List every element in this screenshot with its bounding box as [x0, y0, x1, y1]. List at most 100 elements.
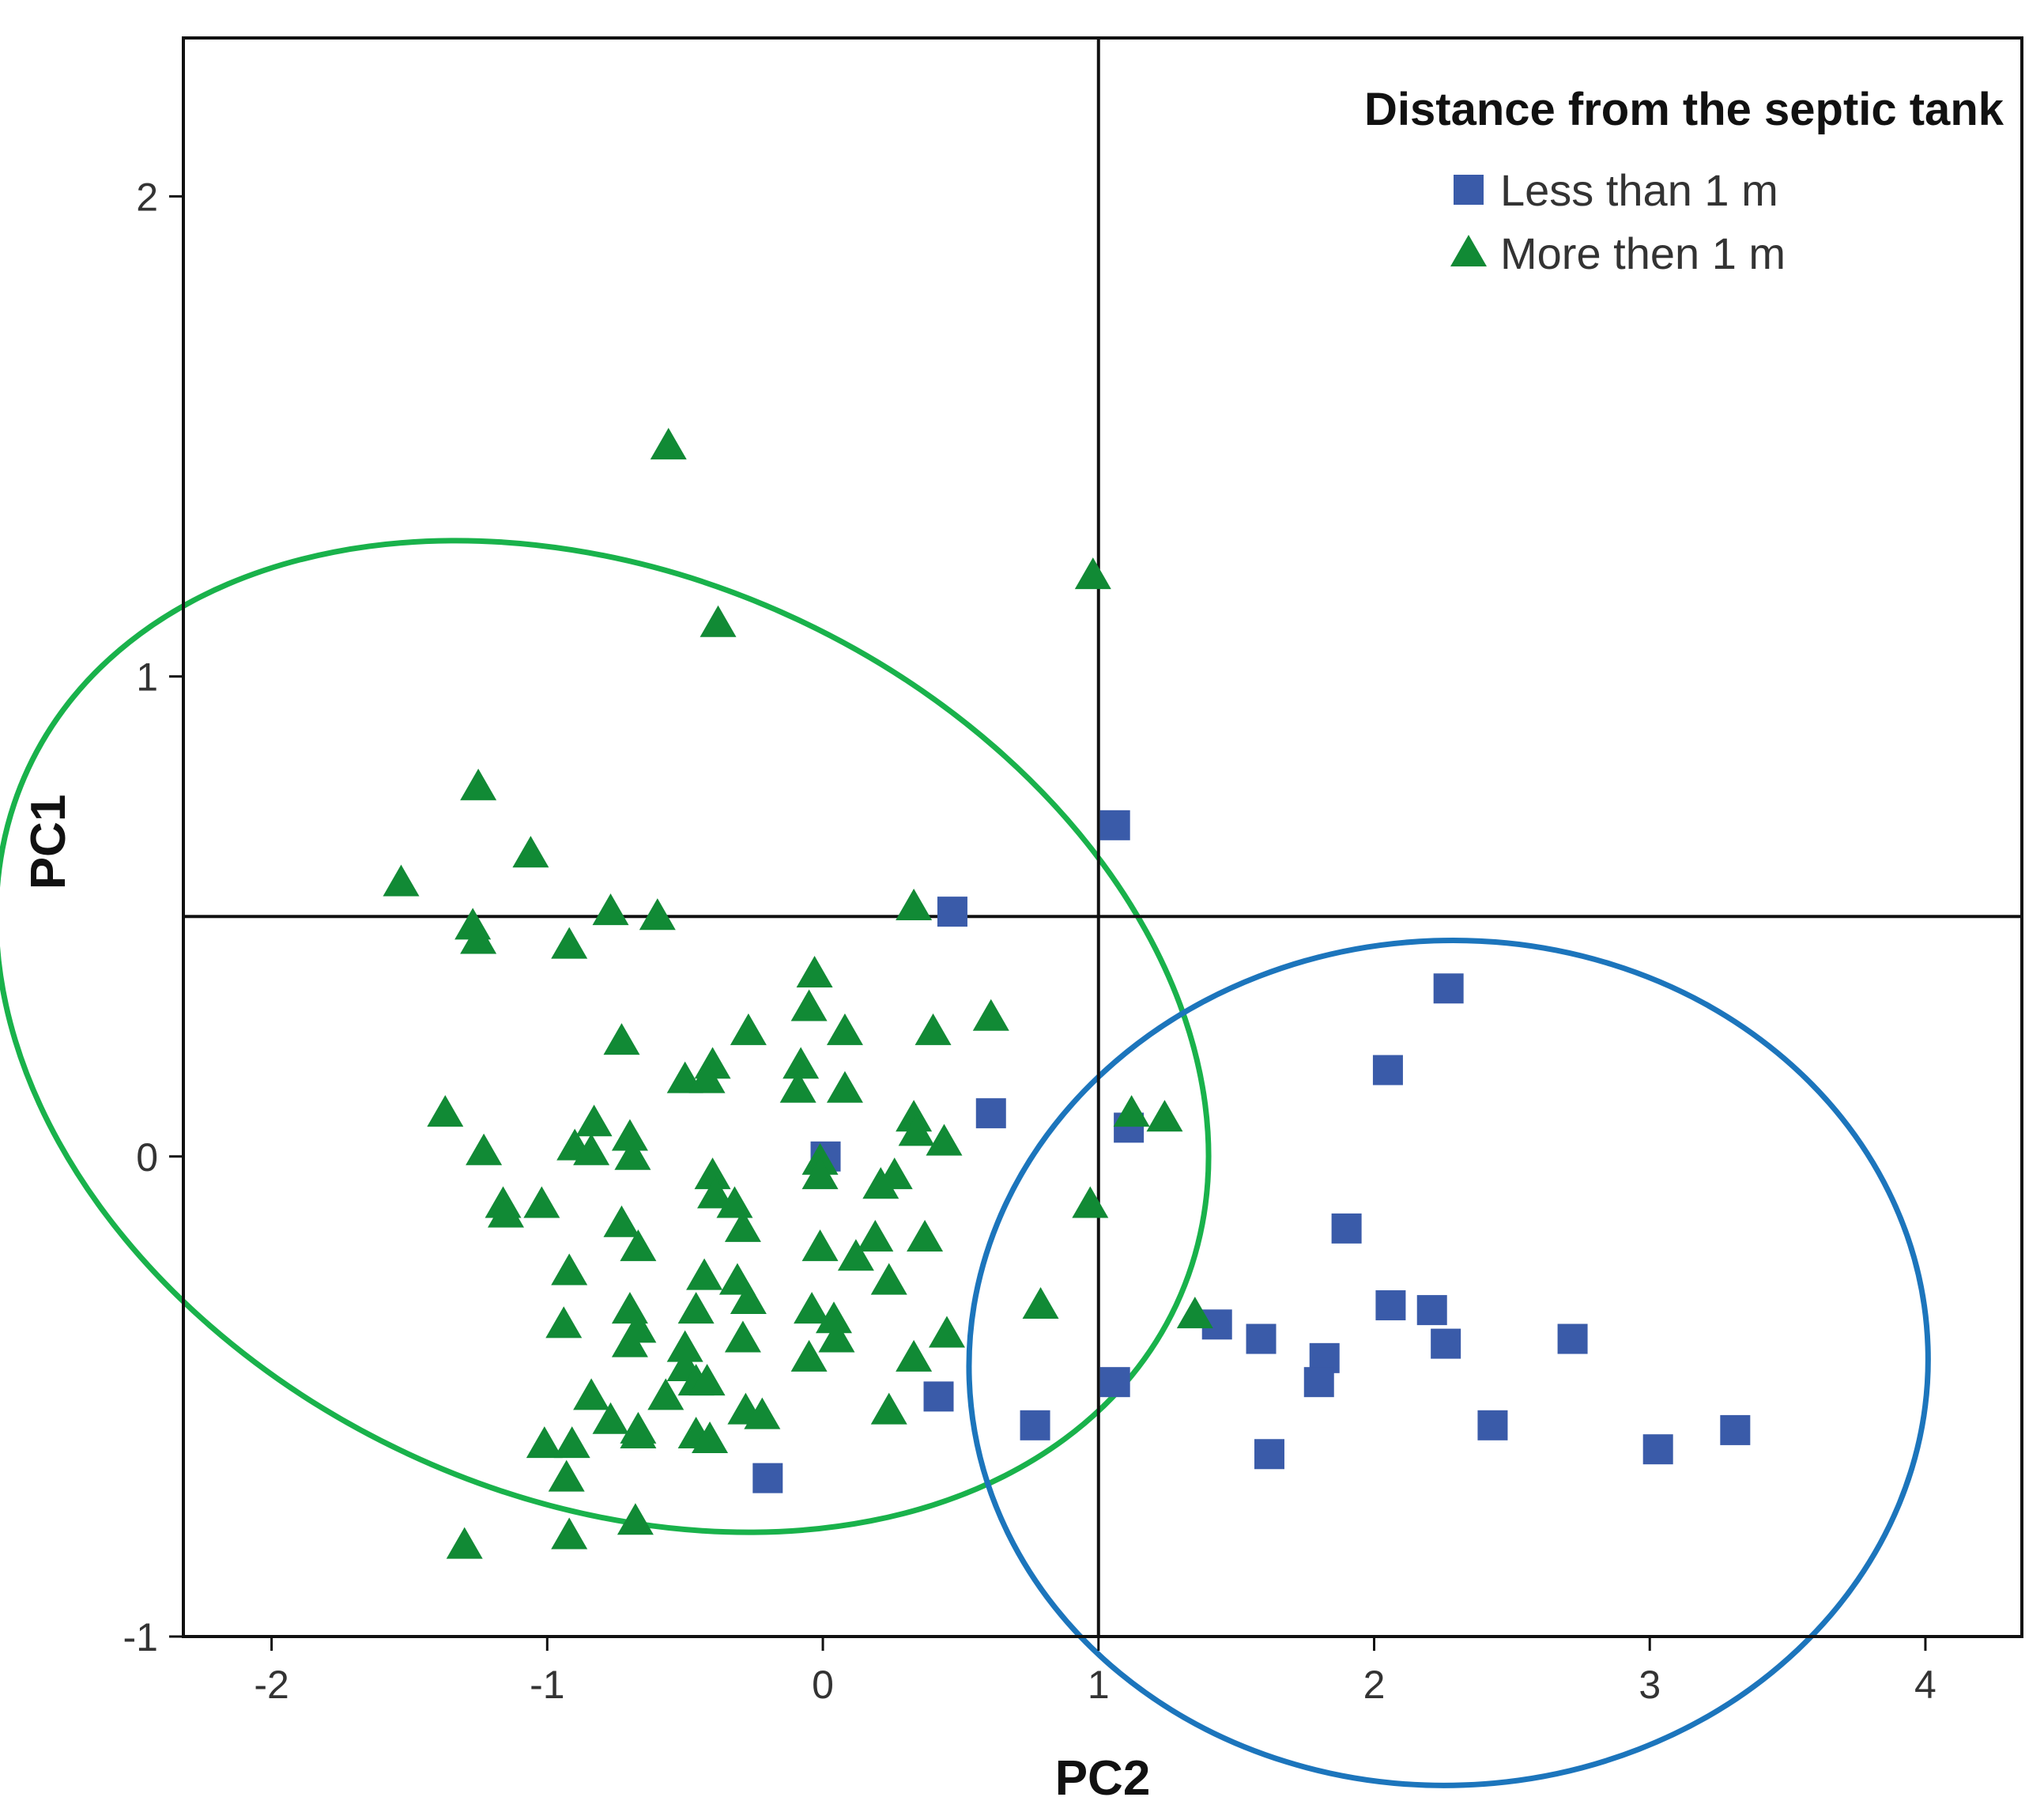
data-point-triangle [815, 1301, 852, 1334]
data-point-square [923, 1381, 954, 1412]
data-point-triangle [724, 1210, 761, 1242]
x-tick-label: 4 [1914, 1663, 1937, 1707]
data-point-triangle [915, 1013, 952, 1045]
data-point-triangle [688, 1364, 726, 1396]
data-point-square [1254, 1439, 1284, 1470]
legend-square-icon [1454, 175, 1484, 205]
y-tick-label: 1 [136, 655, 158, 700]
data-point-triangle [639, 898, 676, 931]
data-point-triangle [926, 1123, 963, 1156]
data-point-square [1372, 1055, 1403, 1085]
data-point-triangle [603, 1023, 640, 1055]
data-point-triangle [551, 927, 588, 959]
data-point-triangle [1022, 1287, 1059, 1320]
data-point-triangle [575, 1104, 613, 1137]
data-point-triangle [1176, 1297, 1213, 1329]
data-point-triangle [677, 1292, 715, 1324]
data-point-triangle [460, 922, 497, 954]
data-point-triangle [611, 1325, 648, 1357]
series-more-than-1m [383, 428, 1213, 1559]
x-tick-label: 0 [812, 1663, 834, 1707]
data-point-square [1099, 810, 1130, 840]
data-point-square [1557, 1323, 1588, 1354]
data-point-triangle [870, 1263, 907, 1295]
data-point-square [1303, 1367, 1334, 1398]
data-point-triangle [862, 1167, 899, 1199]
data-point-triangle [692, 1421, 729, 1454]
ellipse-less-than-1m [966, 937, 1931, 1788]
y-tick-label: 0 [136, 1135, 158, 1180]
data-point-triangle [1146, 1100, 1183, 1132]
data-point-triangle [551, 1253, 588, 1286]
data-point-triangle [446, 1527, 483, 1559]
data-point-triangle [694, 1157, 731, 1190]
data-point-triangle [611, 1119, 648, 1151]
data-point-triangle [548, 1459, 585, 1492]
data-point-square [1246, 1323, 1277, 1354]
data-point-triangle [837, 1239, 874, 1271]
x-tick-label: -1 [530, 1663, 564, 1707]
data-point-triangle [928, 1316, 965, 1348]
data-point-square [1431, 1328, 1461, 1359]
data-point-triangle [801, 1229, 839, 1262]
data-point-triangle [460, 768, 497, 801]
data-point-triangle [523, 1186, 560, 1218]
data-point-triangle [779, 1070, 816, 1103]
data-point-triangle [603, 1205, 640, 1237]
confidence-ellipses [0, 538, 1931, 1788]
y-axis-label: PC1 [21, 795, 76, 890]
data-point-triangle [620, 1229, 657, 1262]
data-point-triangle [783, 1047, 820, 1079]
data-point-triangle [551, 1517, 588, 1550]
data-point-triangle [488, 1195, 525, 1228]
data-point-triangle [790, 1339, 828, 1372]
x-tick-label: -2 [254, 1663, 288, 1707]
data-point-square [1642, 1434, 1673, 1465]
data-point-square [1331, 1213, 1362, 1244]
data-point-triangle [592, 893, 629, 926]
data-point-triangle [896, 1100, 933, 1132]
data-point-triangle [686, 1258, 723, 1290]
data-point-square [975, 1098, 1006, 1129]
data-point-triangle [818, 1320, 855, 1353]
data-point-triangle [716, 1186, 753, 1218]
data-point-triangle [1074, 557, 1111, 590]
data-point-triangle [826, 1013, 863, 1045]
data-point-triangle [744, 1397, 781, 1429]
data-point-triangle [512, 836, 549, 868]
data-point-triangle [617, 1503, 654, 1535]
data-point-triangle [614, 1138, 651, 1170]
data-point-triangle [573, 1133, 610, 1165]
data-point-triangle [907, 1220, 944, 1252]
data-point-triangle [794, 1292, 831, 1324]
data-point-square [1433, 973, 1464, 1004]
data-point-triangle [666, 1330, 703, 1362]
data-point-triangle [1072, 1186, 1109, 1218]
data-point-triangle [857, 1220, 894, 1252]
data-point-triangle [896, 889, 933, 921]
ellipse-more-than-1m [0, 538, 1212, 1535]
data-point-square [1099, 1367, 1130, 1398]
data-point-triangle [730, 1282, 767, 1314]
y-tick-label: 2 [136, 175, 158, 219]
data-point-triangle [620, 1416, 657, 1448]
data-point-triangle [573, 1378, 610, 1410]
data-point-triangle [724, 1320, 761, 1353]
data-point-triangle [592, 1402, 629, 1434]
x-axis-label: PC2 [1055, 1751, 1151, 1806]
data-point-triangle [650, 428, 687, 460]
plot-frame [182, 36, 2023, 1638]
data-point-square [752, 1463, 783, 1493]
data-point-triangle [801, 1157, 839, 1190]
data-point-triangle [826, 1070, 863, 1103]
data-points [383, 428, 1751, 1559]
data-point-triangle [427, 1095, 464, 1127]
data-point-square [937, 897, 967, 927]
data-point-square [1720, 1414, 1751, 1445]
data-point-triangle [796, 956, 833, 988]
legend: Distance from the septic tank Less than … [1364, 84, 2004, 278]
y-tick-label: -1 [123, 1615, 158, 1659]
axes: -2 -1 0 1 2 3 4 -1 0 1 2 [123, 175, 1937, 1707]
legend-triangle-icon [1450, 235, 1487, 266]
